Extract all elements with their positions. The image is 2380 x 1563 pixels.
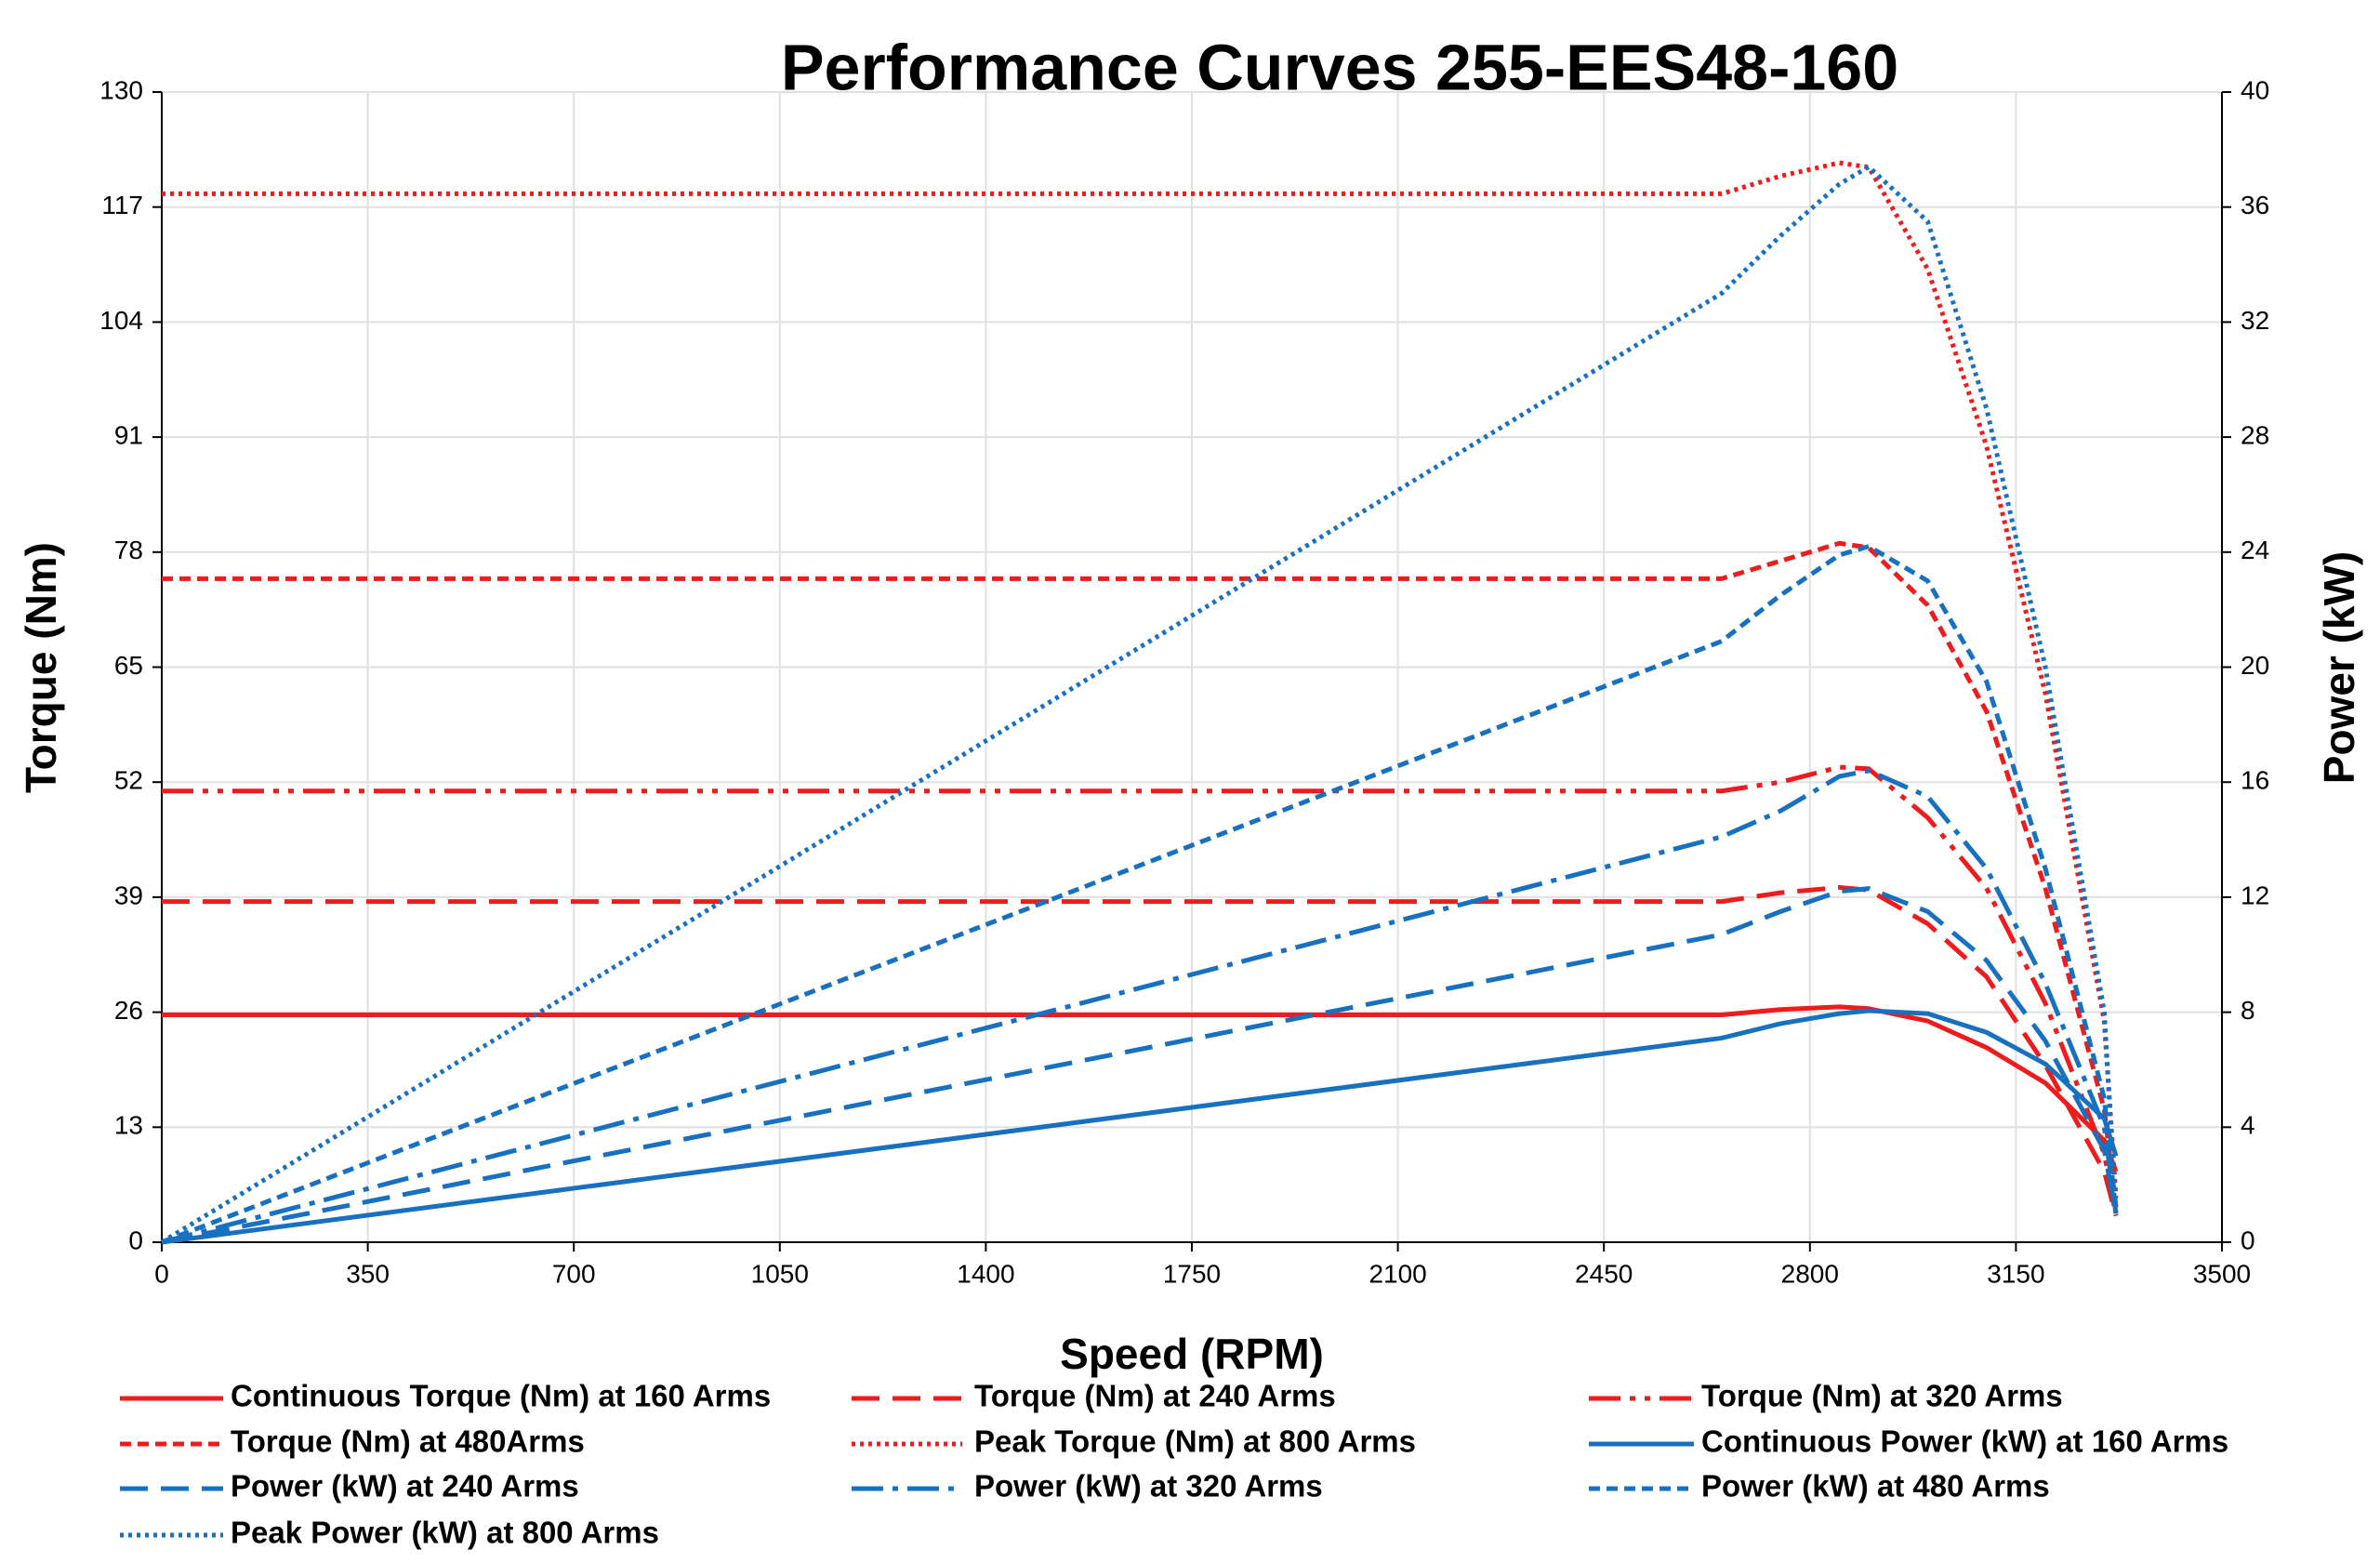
legend-label: Torque (Nm) at 480Arms <box>231 1424 585 1459</box>
y2-tick-label: 36 <box>2241 191 2269 219</box>
y-tick-label: 117 <box>101 191 143 219</box>
x-tick-label: 700 <box>552 1259 596 1288</box>
series-line <box>161 886 2119 1245</box>
grid <box>161 91 2223 1243</box>
y-tick-label: 91 <box>114 420 143 449</box>
y2-tick-label: 0 <box>2241 1225 2255 1254</box>
y-tick-label: 52 <box>114 766 143 795</box>
y-tick-label: 39 <box>114 881 143 909</box>
legend-label: Torque (Nm) at 240 Arms <box>974 1379 1336 1413</box>
legend-label: Peak Torque (Nm) at 800 Arms <box>974 1424 1416 1459</box>
series-line <box>161 544 2119 1245</box>
x-tick-label: 1400 <box>957 1259 1014 1288</box>
x-tick-label: 1050 <box>751 1259 809 1288</box>
y-tick-label: 13 <box>114 1111 143 1140</box>
y-tick-label: 26 <box>114 996 143 1025</box>
y2-tick-label: 8 <box>2241 996 2255 1025</box>
x-tick-label: 2450 <box>1575 1259 1633 1288</box>
legend-label: Power (kW) at 480 Arms <box>1701 1469 2050 1503</box>
series-line <box>162 1004 2119 1172</box>
series-line <box>162 884 2119 1217</box>
y-tick-label: 0 <box>128 1225 143 1254</box>
x-axis-label: Speed (RPM) <box>1060 1330 1324 1378</box>
y2-tick-label: 4 <box>2241 1111 2255 1140</box>
series-line <box>161 768 2119 1245</box>
series-line <box>161 1008 2119 1245</box>
y2-tick-label: 28 <box>2241 420 2269 449</box>
x-tick-label: 1750 <box>1163 1259 1221 1288</box>
y-tick-label: 65 <box>114 651 143 680</box>
series-line <box>160 164 2119 1245</box>
legend-label: Power (kW) at 240 Arms <box>231 1469 579 1503</box>
x-tick-label: 2800 <box>1781 1259 1839 1288</box>
x-tick-label: 3500 <box>2193 1259 2251 1288</box>
series-line <box>162 160 2119 1199</box>
y2-tick-label: 32 <box>2241 306 2269 335</box>
y2-tick-label: 12 <box>2241 881 2269 909</box>
y2-tick-label: 16 <box>2241 766 2269 795</box>
legend-label: Continuous Torque (Nm) at 160 Arms <box>231 1379 771 1413</box>
series-line <box>162 540 2119 1208</box>
y-axis-label: Torque (Nm) <box>17 542 65 793</box>
legend-label: Continuous Power (kW) at 160 Arms <box>1701 1424 2228 1459</box>
legend-label: Torque (Nm) at 320 Arms <box>1701 1379 2063 1413</box>
y2-tick-label: 40 <box>2241 75 2269 104</box>
x-tick-label: 0 <box>154 1259 169 1288</box>
y2-axis-label: Power (kW) <box>2315 551 2363 784</box>
y2-tick-label: 24 <box>2241 536 2269 564</box>
y2-tick-label: 20 <box>2241 651 2269 680</box>
x-tick-label: 350 <box>346 1259 390 1288</box>
series-line <box>162 764 2119 1216</box>
legend-label: Power (kW) at 320 Arms <box>974 1469 1323 1503</box>
y-tick-label: 78 <box>114 536 143 564</box>
legend-label: Peak Power (kW) at 800 Arms <box>231 1516 659 1550</box>
x-tick-label: 3150 <box>1987 1259 2044 1288</box>
y-tick-label: 130 <box>99 75 143 104</box>
x-tick-label: 2100 <box>1368 1259 1426 1288</box>
y-tick-label: 104 <box>99 306 143 335</box>
